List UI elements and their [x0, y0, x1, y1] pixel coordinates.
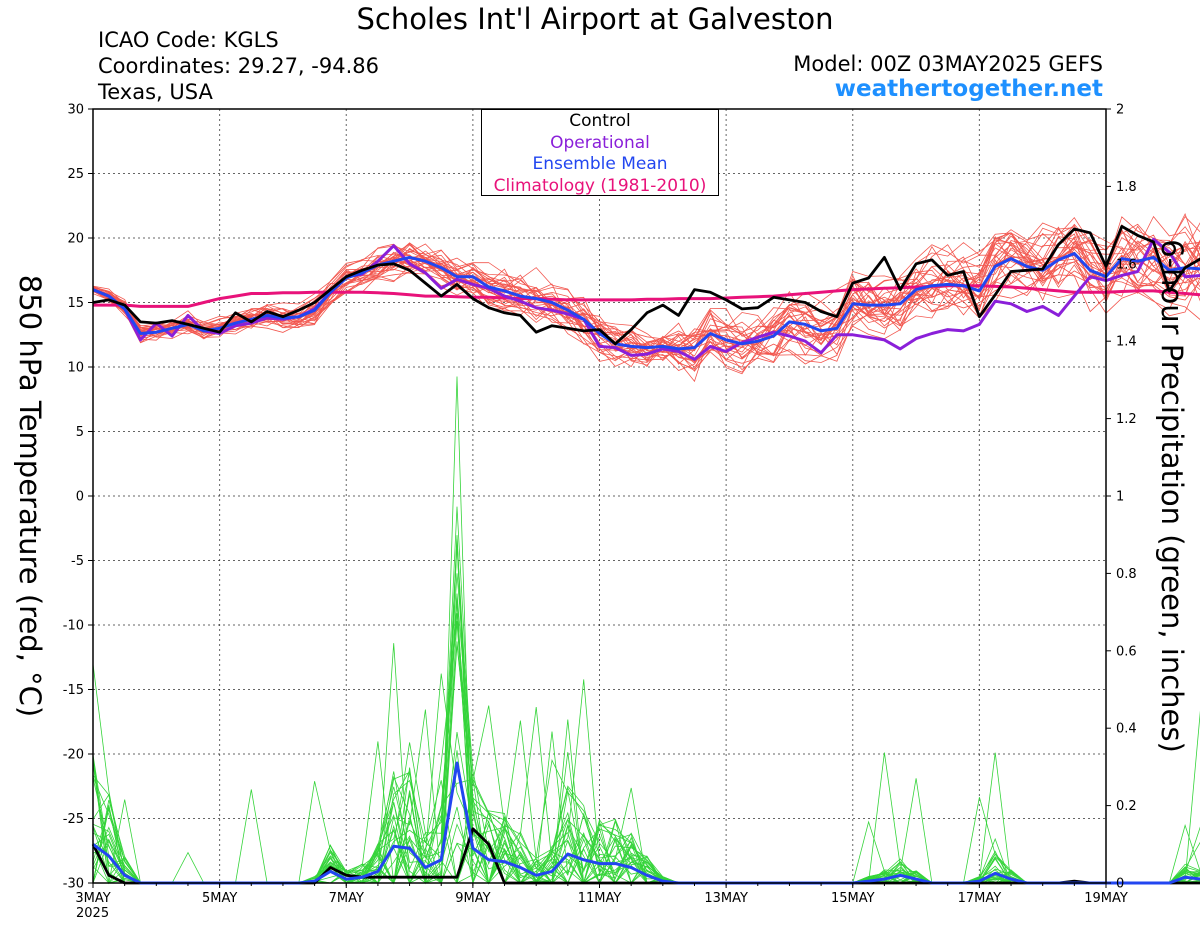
y2-tick-label: 1.4 [1116, 335, 1137, 350]
temp-member-line [92, 222, 1200, 371]
precip-member-line [92, 595, 1200, 884]
x-tick-label: 13MAY [704, 891, 748, 906]
y-tick-label: -5 [71, 554, 84, 569]
temp-member-line [92, 216, 1200, 371]
legend-operational: Operational [550, 132, 650, 153]
temp-member-line [92, 223, 1200, 360]
legend-control: Control [569, 111, 631, 131]
x-tick-label: 11MAY [578, 891, 622, 906]
x-tick-label: 5MAY [202, 891, 237, 906]
precip-member-line [92, 601, 1200, 885]
icao-code: ICAO Code: KGLS [98, 28, 279, 52]
temp-member-line [92, 239, 1200, 371]
temp-member-line [92, 242, 1200, 368]
precip-member-line [92, 542, 1200, 884]
legend-climatology: Climatology (1981-2010) [493, 175, 707, 196]
control-temp-line [92, 224, 1200, 346]
precip-member-line [93, 621, 1200, 885]
y2-tick-label: 1.8 [1116, 180, 1137, 195]
y-tick-label: -10 [63, 619, 84, 634]
model-run: Model: 00Z 03MAY2025 GEFS [793, 52, 1103, 76]
y-tick-label: 0 [76, 490, 84, 505]
precip-member-line [92, 673, 1200, 885]
precip-member-line [92, 679, 1200, 884]
right-axis-label: 6-hour Precipitation (green, inches) [1155, 239, 1189, 753]
coordinates: Coordinates: 29.27, -94.86 [98, 54, 379, 78]
x-tick-label: 3MAY [75, 891, 110, 906]
precip-member-line [92, 543, 1200, 885]
y2-tick-label: 2 [1116, 103, 1124, 118]
year-label: 2025 [76, 906, 110, 921]
precip-member-line [92, 376, 1200, 884]
site-link[interactable]: weathertogether.net [834, 76, 1103, 102]
y2-tick-label: 1.2 [1116, 412, 1137, 427]
chart-title: Scholes Int'l Airport at Galveston [356, 2, 834, 36]
temp-member-line [92, 212, 1200, 373]
y-tick-label: 5 [76, 425, 84, 440]
temp-member-line [92, 222, 1200, 383]
temp-member-line [92, 233, 1200, 362]
y2-tick-label: 0 [1116, 877, 1124, 892]
legend: Control Operational Ensemble Mean Climat… [481, 109, 719, 196]
precip-member-line [92, 535, 1200, 885]
precip-member-line [92, 767, 1200, 885]
y-tick-label: 15 [67, 296, 84, 311]
precip-member-line [92, 771, 1200, 884]
x-tick-label: 7MAY [329, 891, 364, 906]
precip-member-line [92, 541, 1200, 885]
y2-tick-label: 1 [1116, 490, 1124, 505]
left-axis-label: 850 hPa Temperature (red, °C) [13, 274, 47, 718]
y-tick-label: -15 [63, 683, 84, 698]
y-tick-label: -20 [63, 748, 84, 763]
precip-member-line [92, 506, 1200, 885]
precip-member-line [92, 620, 1200, 885]
y-tick-label: 20 [67, 232, 84, 247]
y-tick-label: 10 [67, 361, 84, 376]
precip-member-line [92, 643, 1200, 884]
precip-member-line [92, 536, 1200, 885]
x-tick-label: 9MAY [455, 891, 490, 906]
y2-tick-label: 1.6 [1116, 257, 1137, 272]
y-tick-label: -25 [63, 812, 84, 827]
precip-member-line [92, 613, 1200, 884]
climatology-line [93, 284, 1200, 308]
precip-member-line [92, 593, 1200, 884]
legend-ensemble-mean: Ensemble Mean [532, 154, 668, 174]
y2-tick-label: 0.4 [1116, 722, 1137, 737]
ensemble-mean-temp-line [92, 252, 1200, 351]
y2-tick-label: 0.8 [1116, 567, 1137, 582]
x-tick-label: 19MAY [1084, 891, 1128, 906]
temp-member-line [92, 245, 1200, 368]
x-tick-label: 15MAY [831, 891, 875, 906]
temp-member-line [92, 225, 1200, 368]
y2-tick-label: 0.2 [1116, 799, 1137, 814]
y-tick-label: 30 [67, 103, 84, 118]
x-tick-label: 17MAY [958, 891, 1002, 906]
precip-member-line [92, 641, 1200, 885]
temp-member-line [92, 223, 1200, 361]
y-tick-label: 25 [67, 167, 84, 182]
region: Texas, USA [98, 80, 213, 104]
y-tick-label: -30 [63, 877, 84, 892]
y2-tick-label: 0.6 [1116, 644, 1137, 659]
